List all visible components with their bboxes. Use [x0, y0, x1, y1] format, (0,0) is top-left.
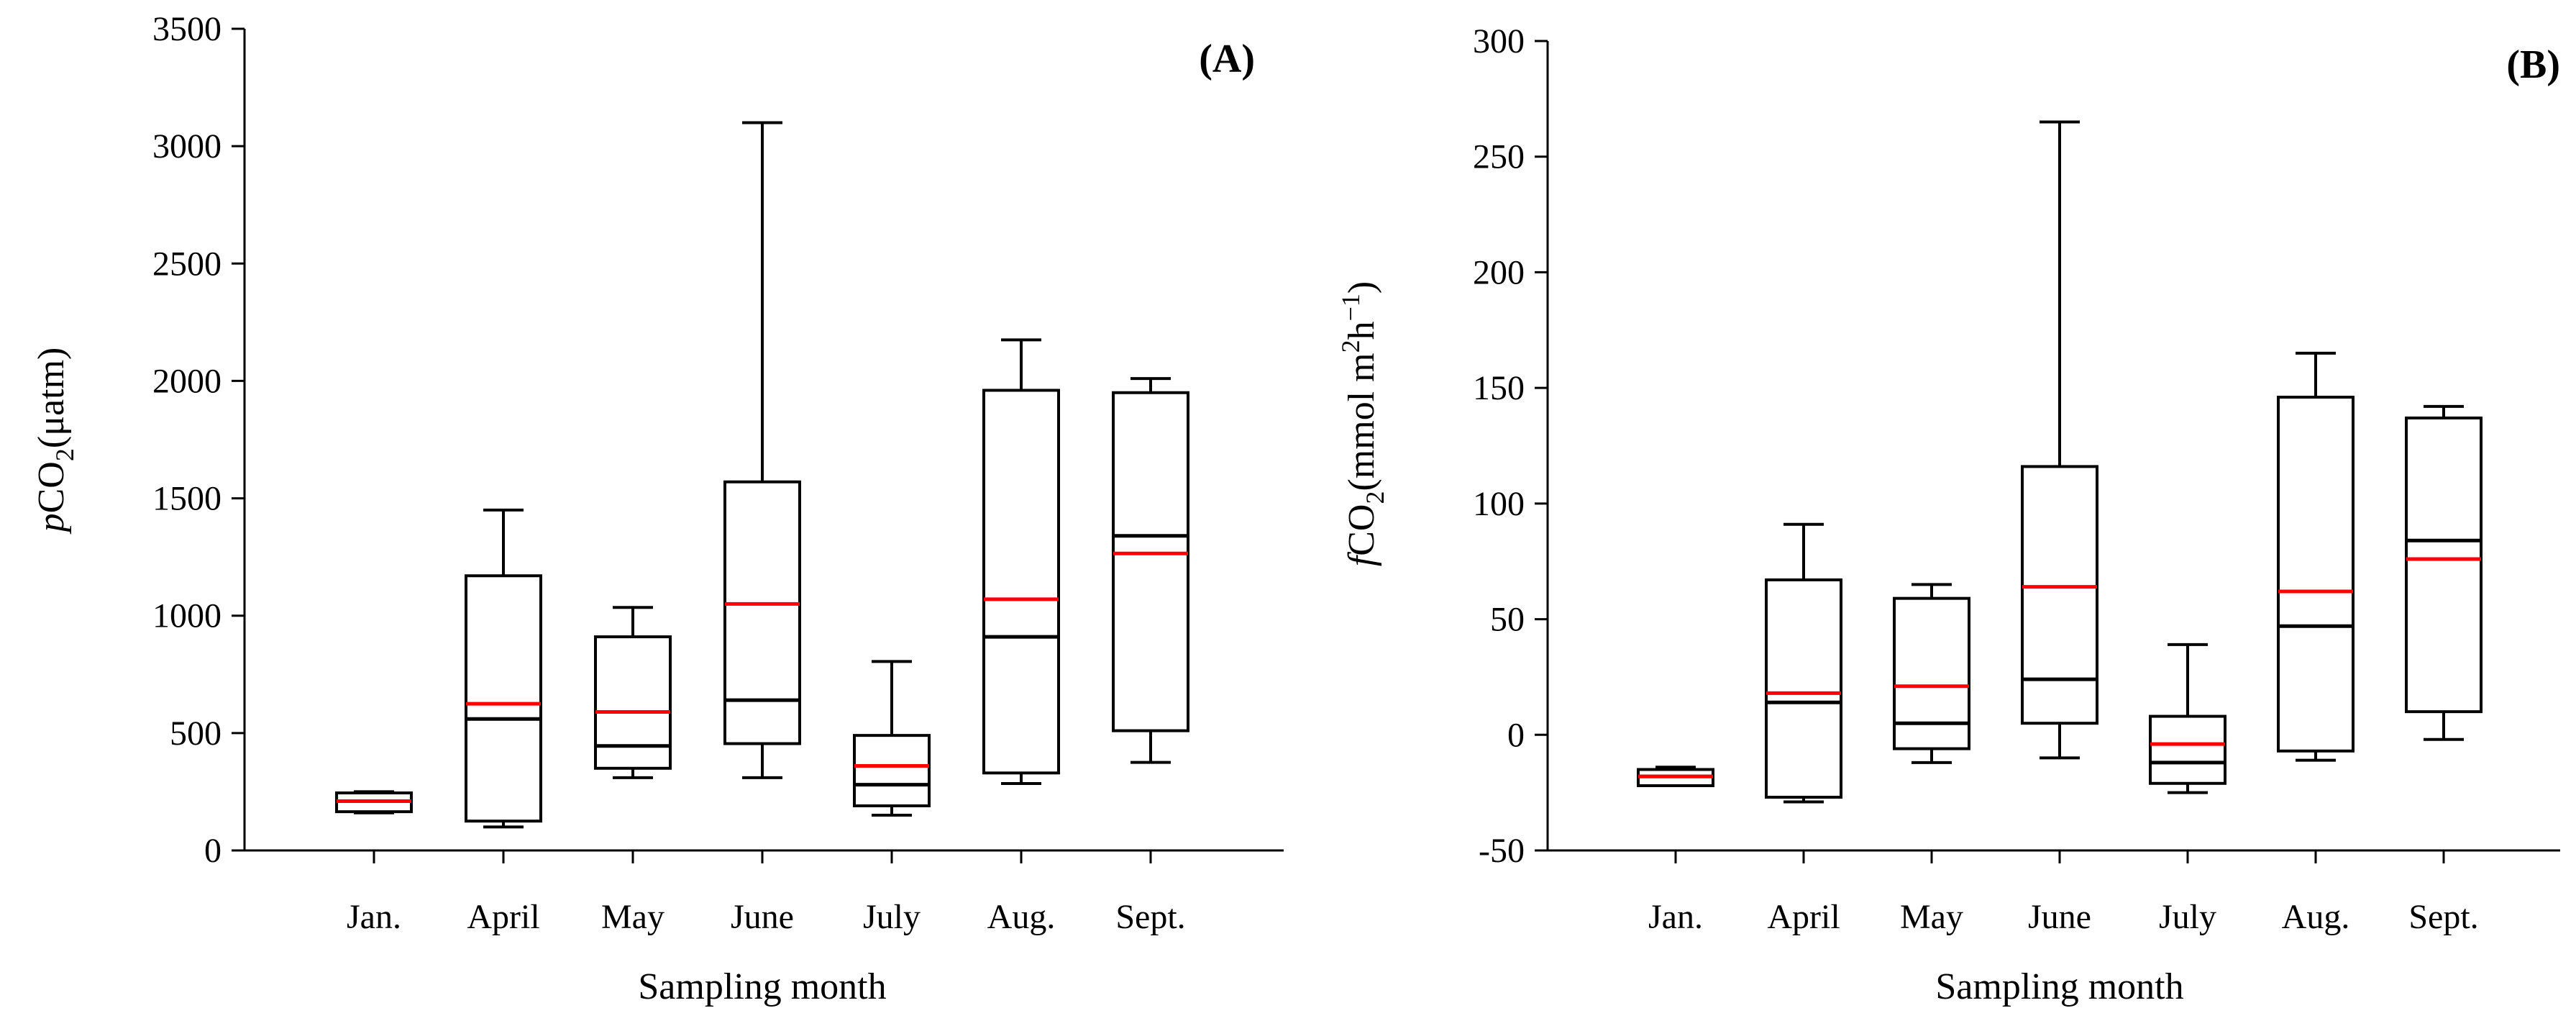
box-2 [594, 606, 672, 779]
x-tick-label: Sept. [2408, 898, 2478, 936]
x-tick-label: July [2159, 898, 2216, 936]
box-iqr [1893, 596, 1970, 750]
box-iqr [2021, 465, 2098, 725]
box-3 [723, 121, 801, 779]
x-tick-label: May [1900, 898, 1963, 936]
y-tick-label: 200 [1473, 253, 1525, 291]
y-tick-label: 100 [1473, 485, 1525, 523]
x-tick-label: April [1767, 898, 1840, 936]
x-tick-label: Jan. [1648, 898, 1703, 936]
box-5 [982, 338, 1060, 786]
x-tick-label: June [2028, 898, 2091, 936]
box-iqr [982, 389, 1060, 775]
chart-panel-a: 0 500 1000 1500 2000 2500 3000 3500 Jan. April May… [31, 10, 1284, 1007]
box-iqr [2149, 714, 2226, 785]
y-axis-title: pCO2(μatm) [31, 348, 79, 535]
y-axis-title: fCO2(mmol m2h−1) [1336, 281, 1389, 566]
y-tick-label: 2000 [152, 362, 221, 400]
x-tick-label: April [467, 898, 539, 936]
box-5 [2277, 351, 2355, 762]
x-axis-title: Sampling month [1935, 966, 2183, 1007]
y-tick-label: 1000 [152, 597, 221, 635]
box-iqr [1765, 578, 1842, 799]
box-1 [465, 508, 542, 829]
box-2 [1893, 583, 1970, 764]
y-tick-label: 3000 [152, 127, 221, 165]
panel-label: (B) [2506, 42, 2560, 87]
box-6 [2405, 404, 2483, 741]
box-iqr [2405, 416, 2483, 714]
y-tick-label: 150 [1473, 369, 1525, 407]
x-tick-label: May [601, 898, 664, 936]
box-iqr [594, 635, 672, 770]
y-tick-label: 250 [1473, 138, 1525, 176]
x-tick-label: Sept. [1115, 898, 1185, 936]
box-1 [1765, 522, 1842, 804]
y-tick-label: 0 [204, 832, 221, 870]
y-tick-label: 2500 [152, 245, 221, 283]
x-tick-label: Aug. [987, 898, 1056, 936]
x-axis-title: Sampling month [638, 966, 886, 1007]
box-0 [1637, 766, 1714, 787]
chart-panel-b: -50 0 50 100 150 200 250 300 Jan. April May June Jul… [1336, 22, 2560, 1007]
y-tick-label: 50 [1490, 601, 1525, 639]
box-4 [2149, 643, 2226, 794]
x-tick-label: Aug. [2282, 898, 2350, 936]
x-tick-label: June [731, 898, 794, 936]
y-tick-label: 3500 [152, 10, 221, 48]
y-tick-label: 0 [1507, 716, 1525, 754]
box-4 [853, 660, 931, 817]
box-iqr [465, 574, 542, 823]
box-iqr [723, 480, 801, 745]
box-iqr [853, 734, 931, 808]
y-tick-label: 1500 [152, 480, 221, 518]
y-tick-label: 300 [1473, 22, 1525, 60]
box-6 [1112, 377, 1189, 764]
box-iqr [2277, 396, 2355, 753]
x-tick-label: July [863, 898, 921, 936]
box-iqr [1112, 391, 1189, 732]
y-tick-label: -50 [1479, 832, 1525, 870]
box-0 [335, 790, 413, 814]
y-tick-label: 500 [170, 714, 221, 753]
x-tick-label: Jan. [347, 898, 401, 936]
panel-label: (A) [1199, 37, 1255, 81]
box-3 [2021, 120, 2098, 760]
